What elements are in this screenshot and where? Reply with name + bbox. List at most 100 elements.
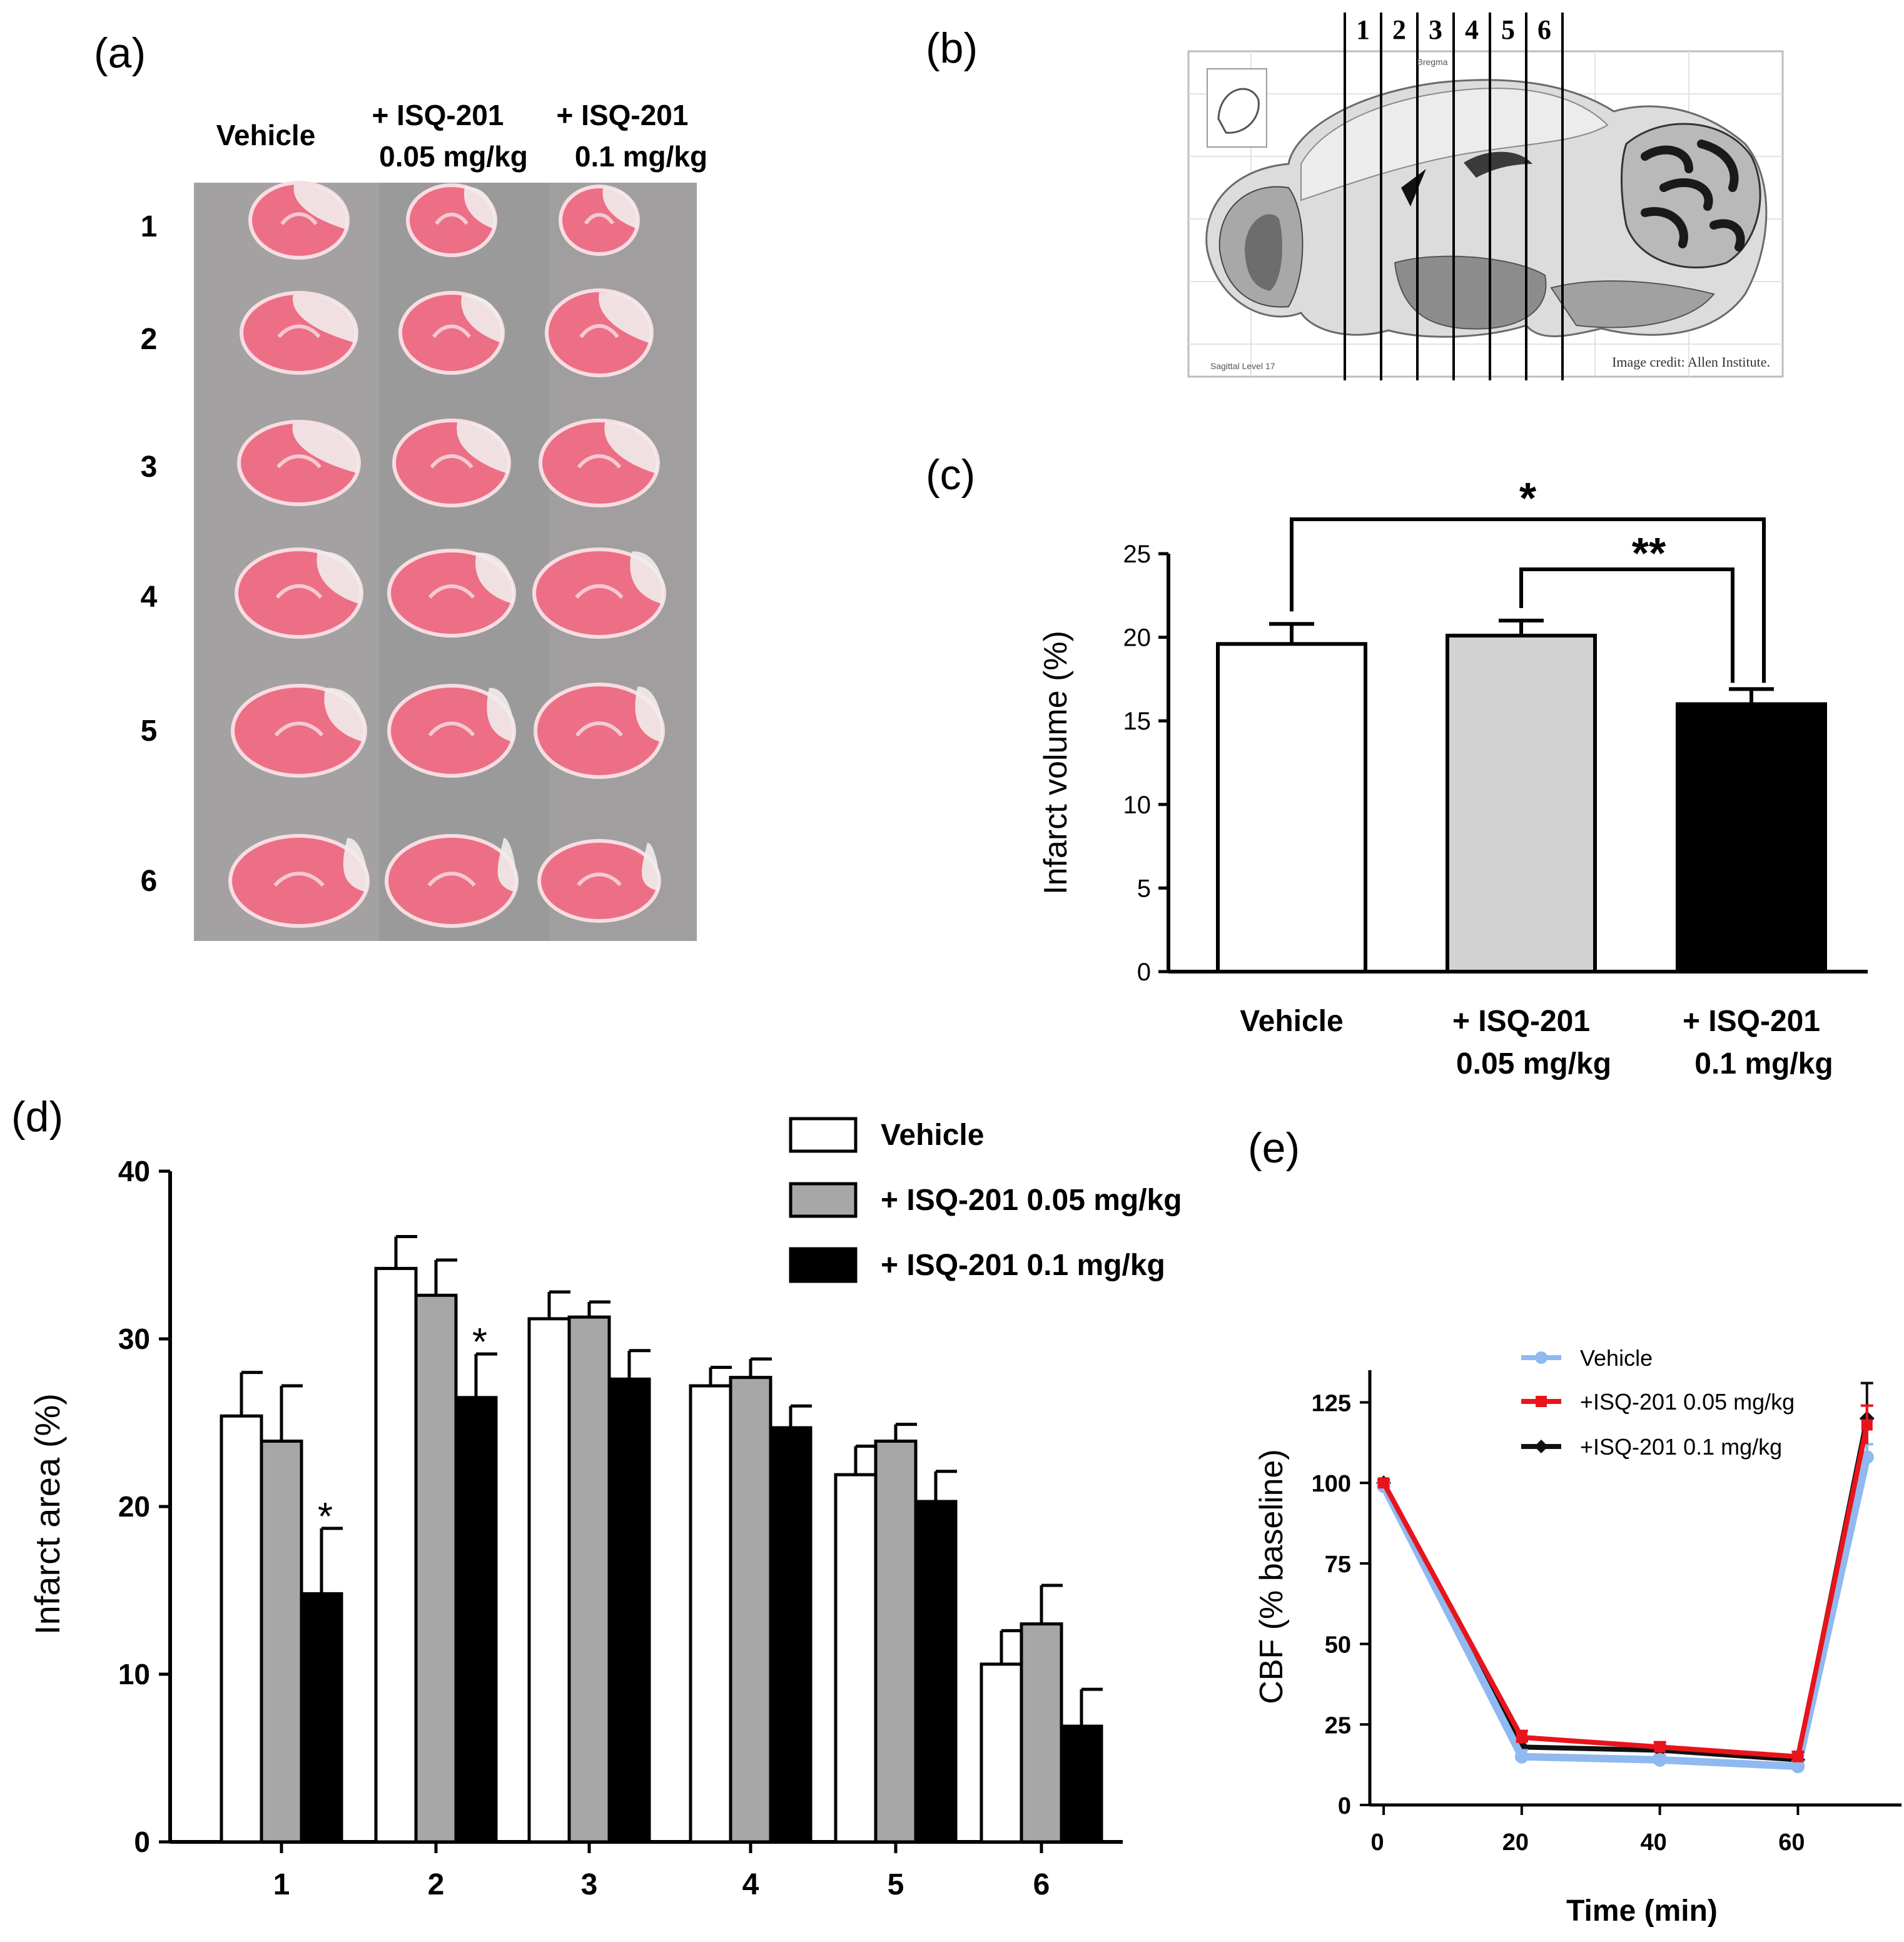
chart-e-legend-marker-2 bbox=[1534, 1440, 1548, 1453]
chart-e-ytick-label-5: 125 bbox=[1312, 1390, 1351, 1416]
slice-number-2: 2 bbox=[1392, 14, 1406, 45]
chart-c-bar-2 bbox=[1676, 702, 1827, 974]
panel-b: 1 2 3 4 5 6 Bregma Sagittal Level 17 Ima… bbox=[1187, 13, 1784, 380]
slice-lines bbox=[1344, 13, 1564, 380]
slice-r5-c3-infarct bbox=[635, 686, 663, 743]
chart-c-significance-1: ** bbox=[1632, 529, 1666, 577]
panel-a-row-label-4: 4 bbox=[141, 581, 158, 614]
chart-e-legend-label-2: +ISQ-201 0.1 mg/kg bbox=[1580, 1434, 1782, 1460]
chart-d-bar-s2-c4 bbox=[914, 1500, 958, 1844]
atlas-inset-brain bbox=[1217, 88, 1260, 134]
slice-number-5: 5 bbox=[1501, 14, 1515, 45]
slice-r5-c3-white-matter bbox=[575, 721, 624, 737]
slice-r4-c1-infarct bbox=[316, 551, 362, 604]
chart-c-ytick-label-5: 25 bbox=[1123, 541, 1152, 568]
slice-number-4: 4 bbox=[1465, 14, 1479, 45]
panel-a-row-label-2: 2 bbox=[141, 323, 158, 356]
chart-d-legend-swatch-0 bbox=[789, 1117, 858, 1153]
chart-e-xtick-label-3: 60 bbox=[1778, 1829, 1805, 1856]
chart-d-bar-s2-c1 bbox=[454, 1396, 498, 1844]
slice-r6-c3-white-matter bbox=[577, 872, 622, 887]
chart-e-xtick-label-1: 20 bbox=[1502, 1829, 1529, 1856]
slice-r3-c2-white-matter bbox=[430, 454, 473, 469]
chart-e-point-s1-p1 bbox=[1516, 1731, 1527, 1743]
chart-d: 0 10 20 30 40 Infarct area (%) 1 2 3 4 5 6 * * Vehicle… bbox=[28, 1117, 1182, 1901]
slice-r2-c3-white-matter bbox=[579, 323, 619, 338]
slice-r1-c3-infarct bbox=[602, 188, 638, 229]
slice-r3-c3-white-matter bbox=[577, 454, 622, 469]
slice-r4-c2-infarct bbox=[475, 552, 514, 604]
panel-a-header-1-line1: Vehicle bbox=[216, 119, 316, 151]
chart-d-ytick-label-4: 40 bbox=[118, 1155, 150, 1187]
hippocampus-region bbox=[1464, 151, 1532, 178]
atlas-top-caption: Bregma bbox=[1417, 57, 1447, 67]
panel-a-header-3-line1: + ISQ-201 bbox=[557, 99, 689, 131]
chart-c-xlabel-1-line1: + ISQ-201 bbox=[1452, 1005, 1590, 1038]
panel-label-a: (a) bbox=[94, 29, 146, 77]
panel-a-header-2-line2: 0.05 mg/kg bbox=[379, 140, 528, 173]
panel-a: Vehicle + ISQ-201 0.05 mg/kg + ISQ-201 0… bbox=[141, 99, 707, 941]
panel-label-d: (d) bbox=[11, 1093, 63, 1141]
chart-d-bar-s1-c5 bbox=[1020, 1622, 1063, 1844]
chart-d-bar-s1-c3 bbox=[729, 1376, 772, 1844]
chart-e-xtick-label-0: 0 bbox=[1371, 1829, 1384, 1856]
chart-d-bar-s0-c1 bbox=[374, 1266, 418, 1844]
panel-a-row-label-5: 5 bbox=[141, 714, 158, 748]
atlas-image-credit: Image credit: Allen Institute. bbox=[1612, 354, 1770, 370]
chart-e-point-s1-p2 bbox=[1654, 1741, 1666, 1753]
chart-c-ytick-label-3: 15 bbox=[1123, 708, 1152, 735]
slice-r5-c2 bbox=[387, 684, 516, 778]
chart-d-ytick-label-2: 20 bbox=[118, 1490, 150, 1523]
chart-d-ylabel: Infarct area (%) bbox=[28, 1393, 67, 1635]
ventricle-region bbox=[1401, 169, 1426, 206]
chart-d-ytick-label-0: 0 bbox=[134, 1826, 150, 1858]
chart-e-point-s0-p2 bbox=[1653, 1752, 1667, 1767]
chart-c-ytick-label-4: 20 bbox=[1123, 624, 1152, 652]
chart-e-point-s1-p4 bbox=[1861, 1419, 1873, 1431]
slice-r6-c2-white-matter bbox=[427, 872, 476, 887]
chart-d-legend-swatch-2 bbox=[789, 1247, 858, 1283]
slice-r3-c1-infarct bbox=[292, 424, 359, 474]
chart-d-ytick-label-1: 10 bbox=[118, 1658, 150, 1690]
chart-d-bar-s2-c2 bbox=[607, 1377, 651, 1844]
chart-d-bar-s0-c4 bbox=[834, 1473, 878, 1844]
chart-d-bar-s2-c0 bbox=[300, 1592, 343, 1844]
slice-r6-c1 bbox=[228, 834, 370, 928]
slice-r2-c1-white-matter bbox=[277, 324, 321, 338]
chart-e-xtick-label-2: 40 bbox=[1640, 1829, 1666, 1856]
chart-d-legend-swatch-1 bbox=[789, 1182, 858, 1218]
panel-label-e: (e) bbox=[1248, 1124, 1300, 1172]
chart-d-bar-s1-c2 bbox=[567, 1315, 611, 1844]
chart-c-xlabel-0-line1: Vehicle bbox=[1240, 1005, 1343, 1038]
chart-e: 0 25 50 75 100 125 0 20 40 60 Time (min) CBF (% bas… bbox=[1253, 1345, 1901, 1928]
chart-c-xlabel-2-line2: 0.1 mg/kg bbox=[1694, 1047, 1833, 1080]
chart-e-legend-label-0: Vehicle bbox=[1580, 1345, 1653, 1371]
slice-r4-c3-white-matter bbox=[575, 584, 624, 599]
slice-r1-c2-infarct bbox=[463, 186, 495, 229]
chart-d-bar-s1-c0 bbox=[260, 1439, 303, 1844]
slice-number-6: 6 bbox=[1537, 14, 1551, 45]
slice-r5-c2-white-matter bbox=[428, 721, 475, 737]
slice-r6-c2-infarct bbox=[497, 838, 517, 892]
brainstem-region bbox=[1550, 280, 1715, 328]
panel-label-c: (c) bbox=[926, 451, 975, 499]
panel-a-header-3-line2: 0.1 mg/kg bbox=[575, 140, 707, 173]
slice-r4-c3-infarct bbox=[630, 551, 664, 604]
panel-a-row-label-6: 6 bbox=[141, 865, 158, 898]
chart-c-bar-0 bbox=[1216, 642, 1367, 974]
slice-r2-c2-infarct bbox=[461, 295, 503, 343]
chart-e-legend-marker-1 bbox=[1536, 1396, 1547, 1407]
chart-d-bar-s0-c5 bbox=[980, 1662, 1023, 1844]
chart-d-bar-s1-c1 bbox=[414, 1293, 458, 1844]
chart-e-point-s1-p3 bbox=[1792, 1751, 1804, 1762]
chart-e-point-s0-p1 bbox=[1514, 1749, 1529, 1764]
panel-a-brain-slices bbox=[228, 181, 666, 928]
panel-label-b: (b) bbox=[926, 24, 978, 72]
slice-r1-c1-infarct bbox=[293, 184, 348, 230]
chart-e-ytick-label-3: 75 bbox=[1325, 1552, 1351, 1578]
chart-c-ytick-label-2: 10 bbox=[1123, 791, 1152, 819]
chart-c-ytick-label-1: 5 bbox=[1137, 875, 1151, 902]
slice-r6-c1-white-matter bbox=[273, 872, 325, 887]
slice-r2-c1-infarct bbox=[293, 295, 357, 343]
